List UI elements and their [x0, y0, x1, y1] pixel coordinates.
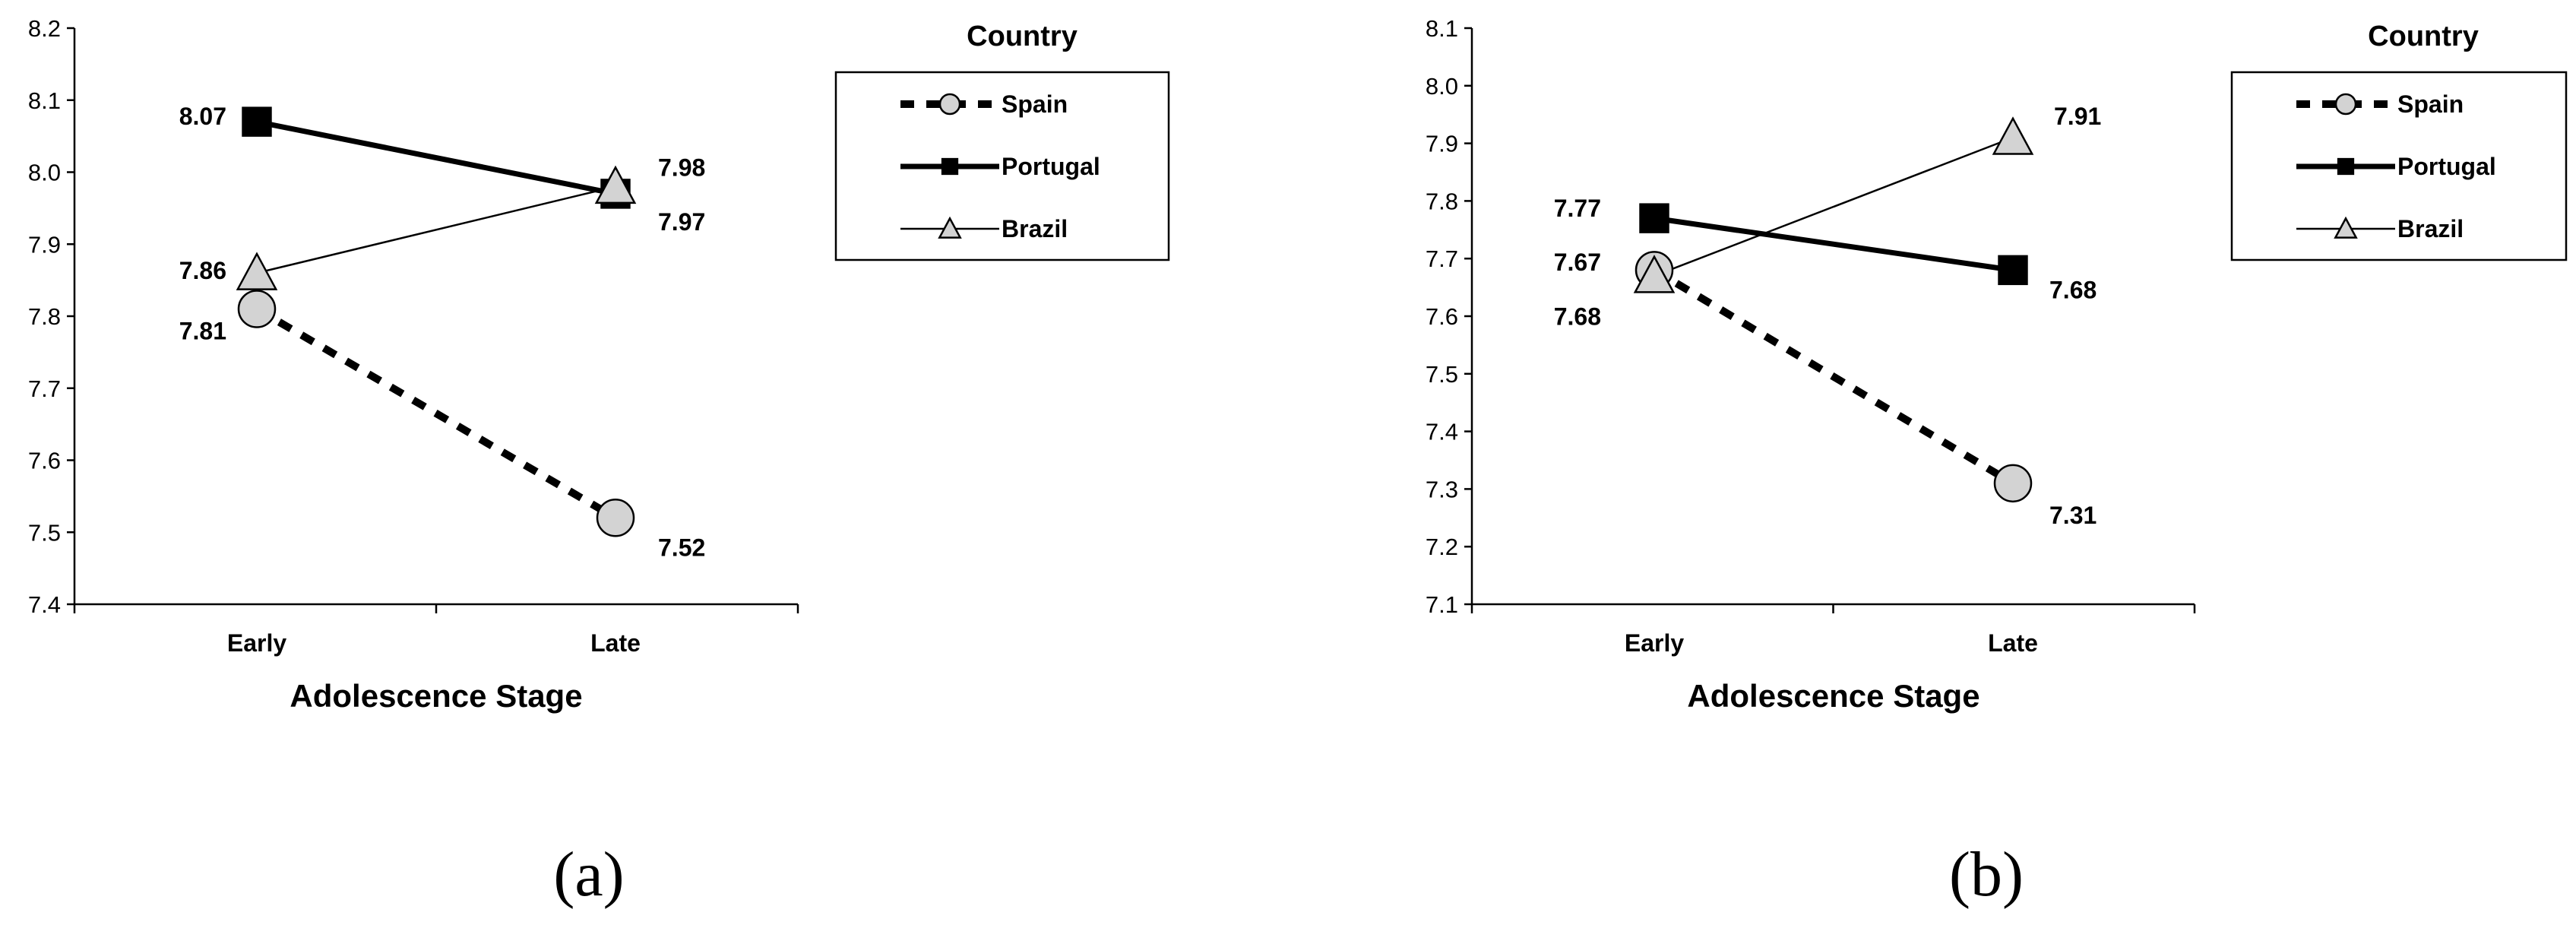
y-tick-label: 7.6	[1426, 303, 1458, 330]
data-label-spain: 7.31	[2049, 502, 2097, 529]
data-label-brazil: 7.67	[1554, 249, 1601, 276]
marker-spain	[938, 93, 961, 116]
marker-brazil	[236, 252, 278, 290]
marker-spain	[596, 499, 635, 537]
y-tick-label: 8.0	[1426, 73, 1458, 100]
marker-brazil	[1992, 116, 2034, 155]
data-label-brazil: 7.98	[658, 154, 705, 181]
series-line-spain	[255, 306, 618, 521]
y-tick-label: 7.1	[1426, 591, 1458, 618]
data-label-spain: 7.68	[1554, 303, 1601, 330]
data-label-brazil: 7.86	[179, 257, 226, 284]
series-line-brazil	[1654, 136, 2014, 277]
y-tick-label: 7.8	[1426, 188, 1458, 214]
series-line-brazil	[256, 185, 616, 274]
chart-panel-b: 7.1 7.2 7.3 7.4 7.5 7.6 7.7 7.8 7.9 8.0 8.1 Early La…	[1426, 15, 2568, 910]
legend-title: Country	[967, 21, 1078, 52]
panel-label: (a)	[553, 839, 624, 910]
x-axis-title: Adolescence Stage	[1687, 678, 1979, 714]
legend-label-portugal: Portugal	[2397, 153, 2496, 180]
legend-box	[834, 71, 1170, 261]
y-tick-label: 7.9	[28, 231, 61, 258]
chart-panel-a: 7.4 7.5 7.6 7.7 7.8 7.9 8.0 8.1 8.2 Early Late Adol…	[28, 15, 1170, 910]
series-line-portugal	[256, 119, 616, 197]
y-tick-label: 7.5	[28, 519, 61, 546]
x-tick-label: Late	[1988, 629, 2038, 657]
y-tick-label: 8.1	[1426, 15, 1458, 42]
y-tick-label: 7.3	[1426, 476, 1458, 502]
panel-label: (b)	[1949, 839, 2024, 910]
data-label-spain: 7.52	[658, 534, 705, 561]
marker-brazil	[2334, 216, 2358, 239]
marker-brazil	[938, 216, 962, 239]
data-label-portugal: 7.68	[2049, 276, 2097, 303]
y-tick-label: 7.8	[28, 303, 61, 330]
data-label-brazil: 7.91	[2054, 103, 2101, 130]
marker-brazil	[1633, 255, 1676, 293]
legend-label-portugal: Portugal	[1002, 153, 1100, 180]
y-tick-label: 8.2	[28, 15, 61, 42]
marker-portugal	[242, 106, 272, 137]
legend-label-brazil: Brazil	[1002, 215, 1068, 242]
x-tick-label: Late	[590, 629, 641, 657]
y-tick-label: 7.7	[28, 375, 61, 402]
series-line-portugal	[1654, 215, 2014, 273]
marker-spain	[1993, 464, 2033, 503]
y-tick-label: 7.2	[1426, 534, 1458, 560]
x-tick-label: Early	[227, 629, 286, 657]
y-tick-label: 8.0	[28, 160, 61, 186]
series-line-spain	[1652, 267, 2015, 487]
data-label-portugal: 7.77	[1554, 195, 1601, 222]
y-tick-label: 7.6	[28, 448, 61, 474]
y-tick-label: 7.7	[1426, 246, 1458, 272]
legend-label-spain: Spain	[2397, 90, 2464, 118]
marker-spain	[2334, 93, 2357, 116]
marker-portugal	[2337, 157, 2355, 176]
marker-brazil	[594, 165, 637, 204]
x-tick-label: Early	[1625, 629, 1684, 657]
y-tick-label: 7.5	[1426, 361, 1458, 388]
data-label-spain: 7.81	[179, 318, 226, 345]
legend-label-spain: Spain	[1002, 90, 1068, 118]
marker-portugal	[941, 157, 959, 176]
marker-spain	[237, 290, 277, 328]
marker-portugal	[1639, 203, 1669, 233]
legend-label-brazil: Brazil	[2397, 215, 2464, 242]
legend-box	[2230, 71, 2568, 261]
x-axis-title: Adolescence Stage	[290, 678, 582, 714]
marker-portugal	[1998, 255, 2028, 286]
y-tick-label: 8.1	[28, 87, 61, 114]
data-label-portugal: 7.97	[658, 208, 705, 236]
y-tick-label: 7.4	[28, 591, 61, 618]
legend-title: Country	[2368, 21, 2479, 52]
data-label-portugal: 8.07	[179, 103, 226, 130]
y-tick-label: 7.4	[1426, 419, 1458, 445]
y-tick-label: 7.9	[1426, 131, 1458, 157]
